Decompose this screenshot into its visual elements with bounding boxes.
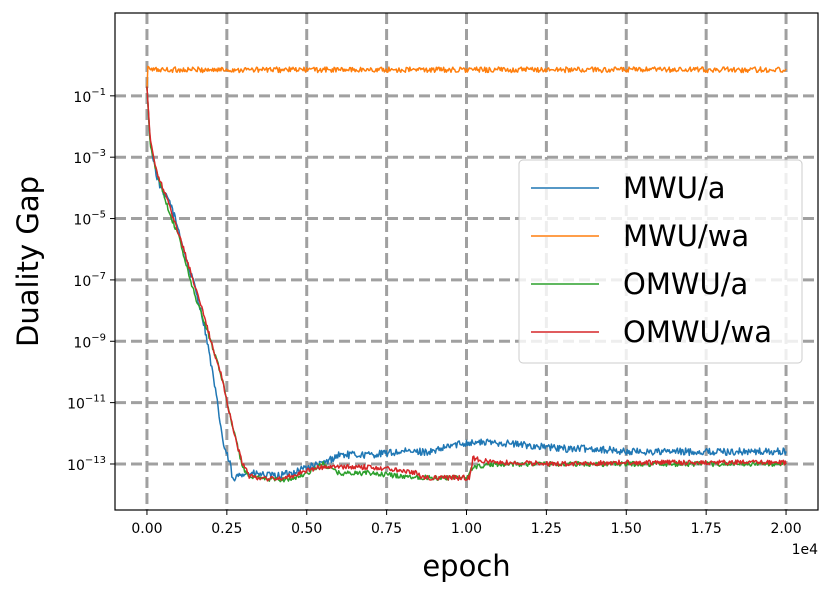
- legend-label: OMWU/a: [623, 267, 748, 301]
- legend: MWU/a MWU/wa OMWU/a OMWU/wa: [518, 159, 803, 364]
- y-tick-label: 10−7: [73, 271, 106, 290]
- x-tick-label: 1.50: [611, 521, 642, 537]
- x-tick-label: 0.50: [291, 521, 322, 537]
- x-tick-label: 0.00: [131, 521, 162, 537]
- y-tick-base: 10: [73, 335, 91, 351]
- y-tick-label: 10−9: [73, 332, 106, 351]
- x-axis-label: epoch: [422, 549, 510, 583]
- y-tick-exponent: −13: [85, 455, 106, 466]
- y-tick-exponent: −1: [91, 87, 106, 98]
- legend-label: MWU/wa: [623, 219, 749, 253]
- y-tick-base: 10: [67, 458, 85, 474]
- y-tick-exponent: −9: [91, 332, 106, 343]
- y-tick-label: 10−13: [67, 455, 106, 474]
- x-tick-label: 1.75: [691, 521, 722, 537]
- ticks: 0.00 0.25 0.50 0.75 1.00 1.25 1.50 1.75 2.0010−1…: [67, 87, 802, 537]
- series-line: [146, 86, 787, 482]
- legend-box: [518, 159, 803, 364]
- y-tick-label: 10−1: [73, 87, 106, 106]
- x-offset-label: 1e4: [792, 542, 819, 558]
- y-tick-base: 10: [73, 151, 91, 167]
- x-tick-label: 1.25: [531, 521, 562, 537]
- y-tick-base: 10: [73, 274, 91, 290]
- y-tick-base: 10: [67, 397, 85, 413]
- x-tick-label: 2.00: [770, 521, 801, 537]
- y-tick-label: 10−3: [73, 148, 106, 167]
- legend-label: MWU/a: [623, 171, 725, 205]
- series-lines: [146, 65, 787, 483]
- y-tick-base: 10: [73, 213, 91, 229]
- y-axis-label: Duality Gap: [11, 176, 45, 347]
- y-tick-label: 10−11: [67, 394, 106, 413]
- x-tick-label: 1.00: [451, 521, 482, 537]
- series-line: [146, 86, 787, 482]
- legend-label: OMWU/wa: [623, 315, 772, 349]
- x-tick-label: 0.75: [371, 521, 402, 537]
- y-tick-exponent: −11: [85, 394, 106, 405]
- y-tick-exponent: −7: [91, 271, 106, 282]
- y-tick-exponent: −3: [91, 148, 106, 159]
- series-line: [146, 65, 787, 90]
- y-tick-label: 10−5: [73, 210, 106, 229]
- y-tick-base: 10: [73, 90, 91, 106]
- y-tick-exponent: −5: [91, 210, 106, 221]
- x-tick-label: 0.25: [211, 521, 242, 537]
